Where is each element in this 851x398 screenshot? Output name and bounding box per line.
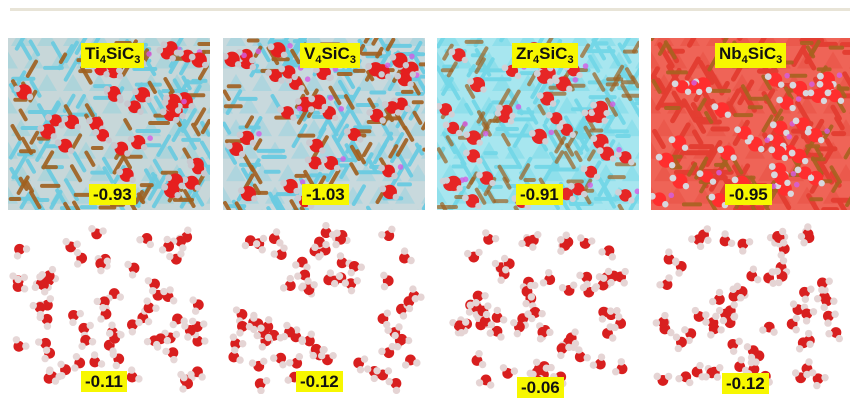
bottom-panel-zr4sic3 [437, 222, 639, 394]
formula-middle: SiC [106, 44, 134, 63]
water-energy-label-v4sic3: -0.12 [296, 371, 343, 392]
formula-metal: Ti [85, 44, 100, 63]
formula-middle: SiC [321, 44, 349, 63]
water-svg [8, 222, 210, 394]
formula-label-nb4sic3: Nb4SiC3 [715, 43, 786, 68]
formula-metal: V [304, 44, 315, 63]
water-energy-label-ti4sic3: -0.11 [81, 371, 127, 392]
formula-label-zr4sic3: Zr4SiC3 [512, 43, 578, 68]
energy-label-ti4sic3: -0.93 [89, 184, 136, 205]
water-energy-label-zr4sic3: -0.06 [517, 377, 564, 398]
bottom-panel-nb4sic3 [651, 222, 850, 394]
formula-suffix-count: 3 [134, 54, 140, 66]
formula-label-ti4sic3: Ti4SiC3 [81, 43, 144, 68]
top-divider [10, 8, 850, 11]
formula-suffix-count: 3 [776, 54, 782, 66]
formula-middle: SiC [748, 44, 776, 63]
formula-metal: Zr [516, 44, 533, 63]
water-svg [437, 222, 639, 394]
formula-metal: Nb [719, 44, 742, 63]
energy-label-v4sic3: -1.03 [302, 184, 349, 205]
formula-middle: SiC [539, 44, 567, 63]
bottom-panel-ti4sic3 [8, 222, 210, 394]
energy-label-zr4sic3: -0.91 [516, 184, 563, 205]
water-svg [651, 222, 850, 394]
water-svg [223, 222, 425, 394]
energy-label-nb4sic3: -0.95 [725, 184, 772, 205]
water-energy-label-nb4sic3: -0.12 [722, 373, 769, 394]
formula-suffix-count: 3 [567, 54, 573, 66]
bottom-panel-v4sic3 [223, 222, 425, 394]
formula-label-v4sic3: V4SiC3 [300, 43, 360, 68]
formula-suffix-count: 3 [350, 54, 356, 66]
